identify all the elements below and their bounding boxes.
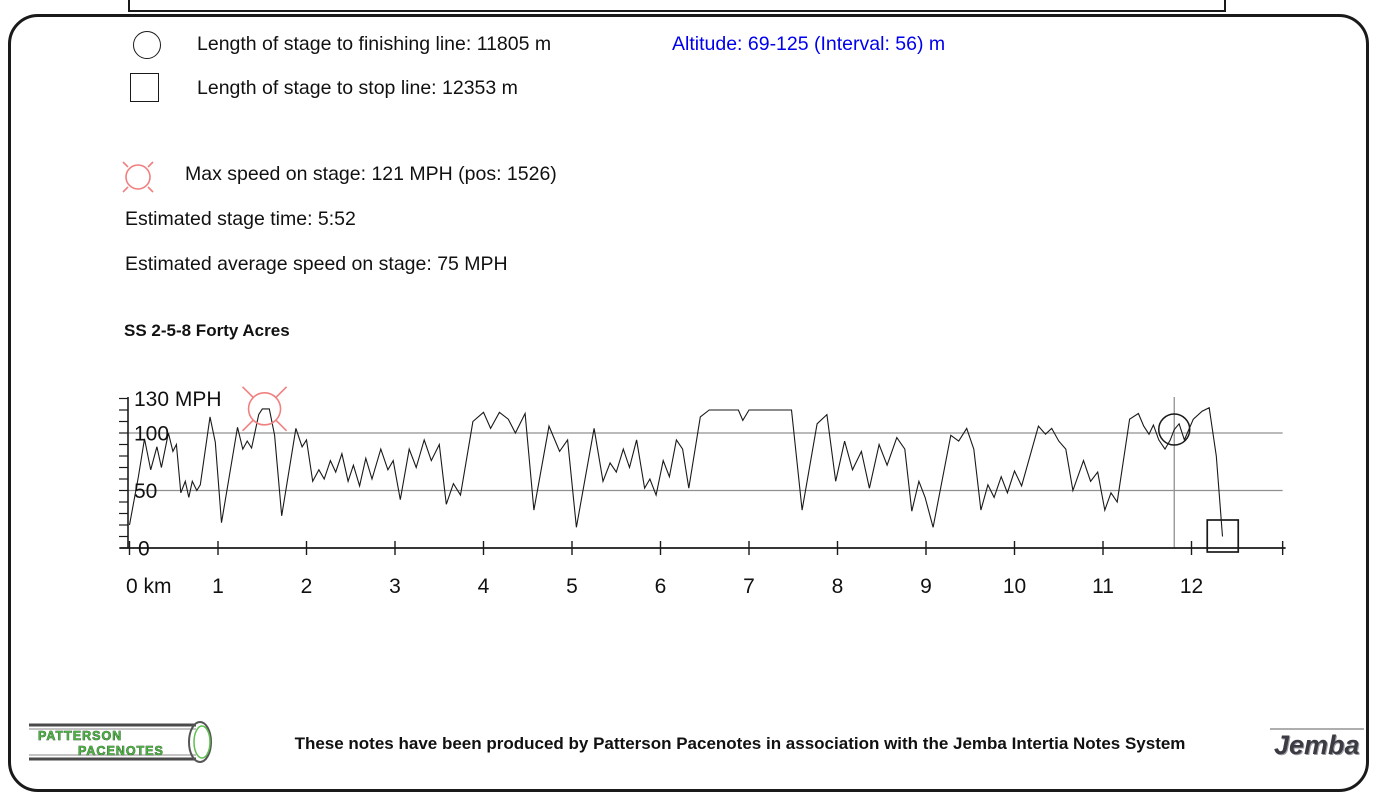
x-label-9: 9 [920,575,932,598]
stop-line-square-marker [1206,519,1240,553]
y-label-130: 130 MPH [134,388,222,411]
stop-line-square-icon [130,73,159,102]
x-label-1: 1 [212,575,224,598]
stage-summary-box [8,14,1369,792]
y-label-100: 100 [134,423,169,446]
credit-line: These notes have been produced by Patter… [294,734,1186,753]
x-label-2: 2 [301,575,313,598]
y-label-50: 50 [134,480,157,503]
altitude-label: Altitude: 69-125 (Interval: 56) m [672,33,946,55]
stop-line-length-label: Length of stage to stop line: 12353 m [197,77,518,99]
max-speed-marker-tick-3 [241,419,255,432]
avg-speed-label: Estimated average speed on stage: 75 MPH [125,253,508,275]
max-speed-label: Max speed on stage: 121 MPH (pos: 1526) [185,163,557,185]
stage-title: SS 2-5-8 Forty Acres [124,321,290,340]
x-label-11: 11 [1092,575,1114,598]
x-label-3: 3 [389,575,401,598]
max-speed-marker-tick-1 [241,386,255,399]
stage-time-label: Estimated stage time: 5:52 [125,208,356,230]
max-speed-marker-circle [247,392,282,426]
y-label-0: 0 [138,538,150,561]
max-speed-crosshair-icon [122,161,154,193]
x-label-7: 7 [743,575,755,598]
patterson-pacenotes-logo: PATTERSON PACENOTES [29,721,212,763]
max-speed-marker-tick-0 [274,386,288,399]
previous-section-box-edge [128,0,1226,12]
patterson-logo-line2: PACENOTES [78,744,164,758]
x-label-4: 4 [478,575,490,598]
x-label-0 km: 0 km [126,575,172,598]
max-speed-marker-tick-2 [274,419,288,432]
patterson-logo-line1: PATTERSON [38,729,122,743]
speed-trace [128,406,1224,537]
jemba-logo: Jemba [1270,728,1364,763]
finish-line-circle-icon [133,31,161,59]
x-label-5: 5 [566,575,578,598]
x-label-6: 6 [655,575,667,598]
x-label-12: 12 [1180,575,1203,598]
x-label-8: 8 [832,575,844,598]
finish-line-length-label: Length of stage to finishing line: 11805… [197,33,552,55]
x-label-10: 10 [1003,575,1026,598]
finish-line-circle-marker [1157,413,1191,446]
